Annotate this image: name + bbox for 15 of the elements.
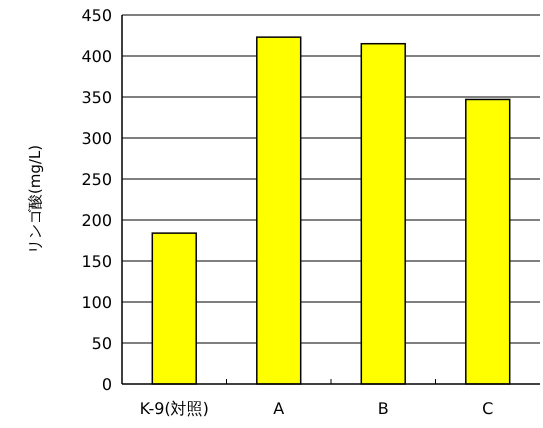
x-tick-label: B xyxy=(378,399,389,418)
y-tick-label: 400 xyxy=(81,47,112,66)
x-tick-label: C xyxy=(482,399,494,418)
y-axis-title: リンゴ酸(mg/L) xyxy=(26,144,44,254)
y-tick-label: 100 xyxy=(81,293,112,312)
y-tick-label: 200 xyxy=(81,211,112,230)
y-tick-label: 150 xyxy=(81,252,112,271)
y-tick-label: 0 xyxy=(102,375,112,394)
x-tick-label: A xyxy=(273,399,284,418)
y-tick-label: 450 xyxy=(81,6,112,25)
y-tick-label: 350 xyxy=(81,88,112,107)
y-tick-label: 250 xyxy=(81,170,112,189)
y-tick-label: 50 xyxy=(92,334,112,353)
x-tick-label: K-9(対照) xyxy=(140,399,209,418)
y-tick-label: 300 xyxy=(81,129,112,148)
